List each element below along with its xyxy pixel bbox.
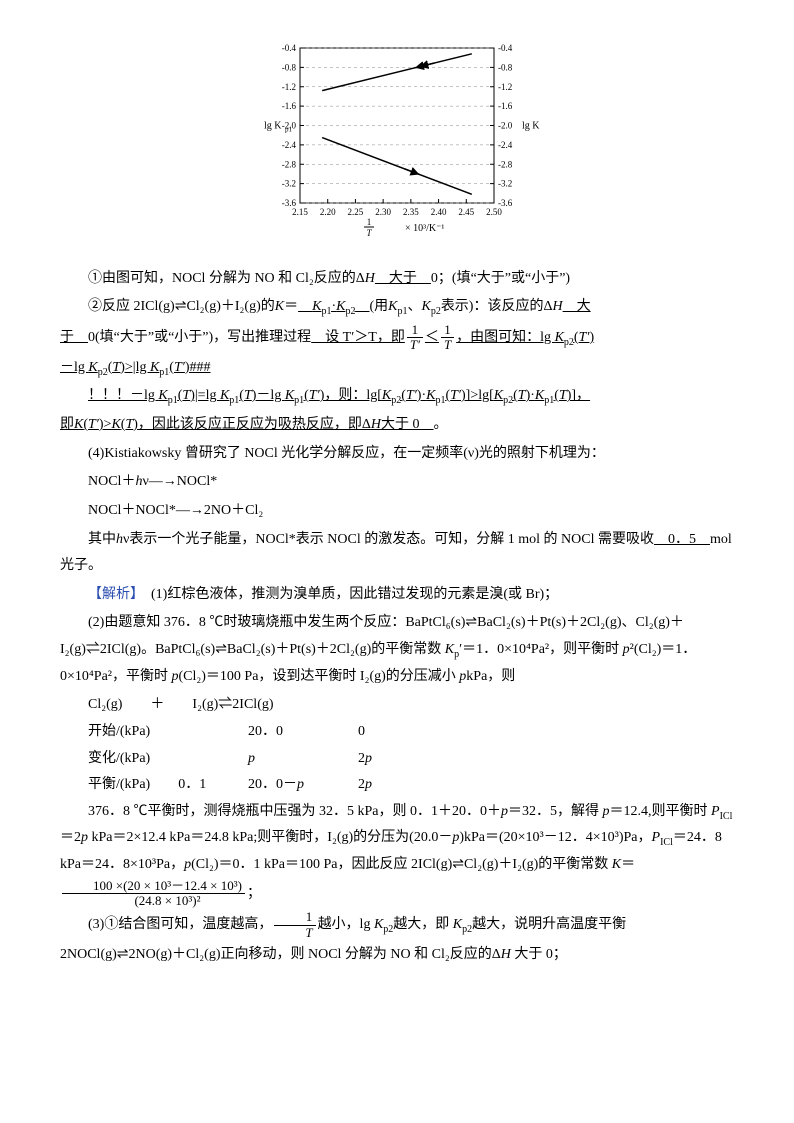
svg-text:-0.8: -0.8	[498, 62, 513, 72]
svg-text:-2.8: -2.8	[282, 159, 297, 169]
svg-text:2.30: 2.30	[375, 207, 391, 217]
svg-text:-2.4: -2.4	[282, 140, 297, 150]
svg-text:-2.4: -2.4	[498, 140, 513, 150]
svg-text:2.15: 2.15	[292, 207, 308, 217]
svg-text:-0.4: -0.4	[282, 43, 297, 53]
svg-text:2.45: 2.45	[458, 207, 474, 217]
svg-text:-1.2: -1.2	[282, 82, 296, 92]
svg-text:-3.2: -3.2	[498, 179, 512, 189]
analysis-4: (3)①结合图可知，温度越高，1T越小，lg Kp2越大，即 Kp2越大，说明升…	[60, 910, 734, 940]
analysis-2: (2)由题意知 376．8 ℃时玻璃烧瓶中发生两个反应：BaPtCl₆(s)⇌B…	[60, 610, 734, 690]
question-4-intro: (4)Kistiakowsky 曾研究了 NOCl 光化学分解反应，在一定频率(…	[60, 441, 734, 468]
svg-text:2.20: 2.20	[320, 207, 336, 217]
question-2-line4: ！！！－lg Kp1(T)|=lg Kp1(T)－lg Kp1(T′)，则：lg…	[60, 383, 734, 410]
svg-text:-2.0: -2.0	[498, 121, 513, 131]
svg-text:2.35: 2.35	[403, 207, 419, 217]
svg-text:p1: p1	[285, 126, 293, 134]
svg-text:1: 1	[367, 217, 372, 227]
ice-table: Cl₂(g) ＋ I₂(g)⇌2ICl(g) 开始/(kPa)20．00 变化/…	[88, 692, 734, 798]
analysis-3: 376．8 ℃平衡时，测得烧瓶中压强为 32．5 kPa，则 0．1＋20．0＋…	[60, 799, 734, 909]
question-2-line3: －lg Kp2(T)>|lg Kp1(T′)###	[60, 355, 734, 382]
question-1: ①由图可知，NOCl 分解为 NO 和 Cl₂反应的ΔH 大于 0；(填“大于”…	[60, 266, 734, 293]
svg-text:-3.2: -3.2	[282, 179, 296, 189]
svg-text:lg K: lg K	[522, 121, 540, 132]
analysis-1: 【解析】 (1)红棕色液体，推测为溴单质，因此错过发现的元素是溴(或 Br)；	[60, 582, 734, 609]
question-4-answer: 其中hν表示一个光子能量，NOCl*表示 NOCl 的激发态。可知，分解 1 m…	[60, 527, 734, 580]
question-2-line5: 即K(T′)>K(T)，因此该反应正反应为吸热反应，即ΔH大于 0 。	[60, 412, 734, 439]
svg-text:-1.2: -1.2	[498, 82, 512, 92]
reaction-1: NOCl＋hν―→NOCl*	[60, 469, 734, 496]
kp-chart: -0.4-0.4-0.8-0.8-1.2-1.2-1.6-1.6-2.0-2.0…	[60, 40, 734, 256]
svg-text:2.50: 2.50	[486, 207, 502, 217]
svg-text:× 10³/K⁻¹: × 10³/K⁻¹	[405, 223, 444, 234]
svg-text:2.25: 2.25	[348, 207, 364, 217]
reaction-2: NOCl＋NOCl*―→2NO＋Cl₂	[60, 498, 734, 525]
svg-text:-0.8: -0.8	[282, 62, 297, 72]
question-2-line1: ②反应 2ICl(g)⇌Cl₂(g)＋I₂(g)的K＝ Kp1·Kp2 (用Kp…	[60, 294, 734, 321]
svg-text:-0.4: -0.4	[498, 43, 513, 53]
analysis-5: 2NOCl(g)⇌2NO(g)＋Cl₂(g)正向移动，则 NOCl 分解为 NO…	[60, 942, 734, 969]
svg-text:T: T	[366, 228, 372, 238]
svg-text:2.40: 2.40	[431, 207, 447, 217]
svg-text:-1.6: -1.6	[282, 101, 297, 111]
question-2-line2: 于 0(填“大于”或“小于”)，写出推理过程 设 T′＞T，即1T′＜1T，由图…	[60, 323, 734, 353]
svg-text:-1.6: -1.6	[498, 101, 513, 111]
svg-text:lg K: lg K	[264, 121, 282, 132]
svg-text:-2.8: -2.8	[498, 159, 513, 169]
